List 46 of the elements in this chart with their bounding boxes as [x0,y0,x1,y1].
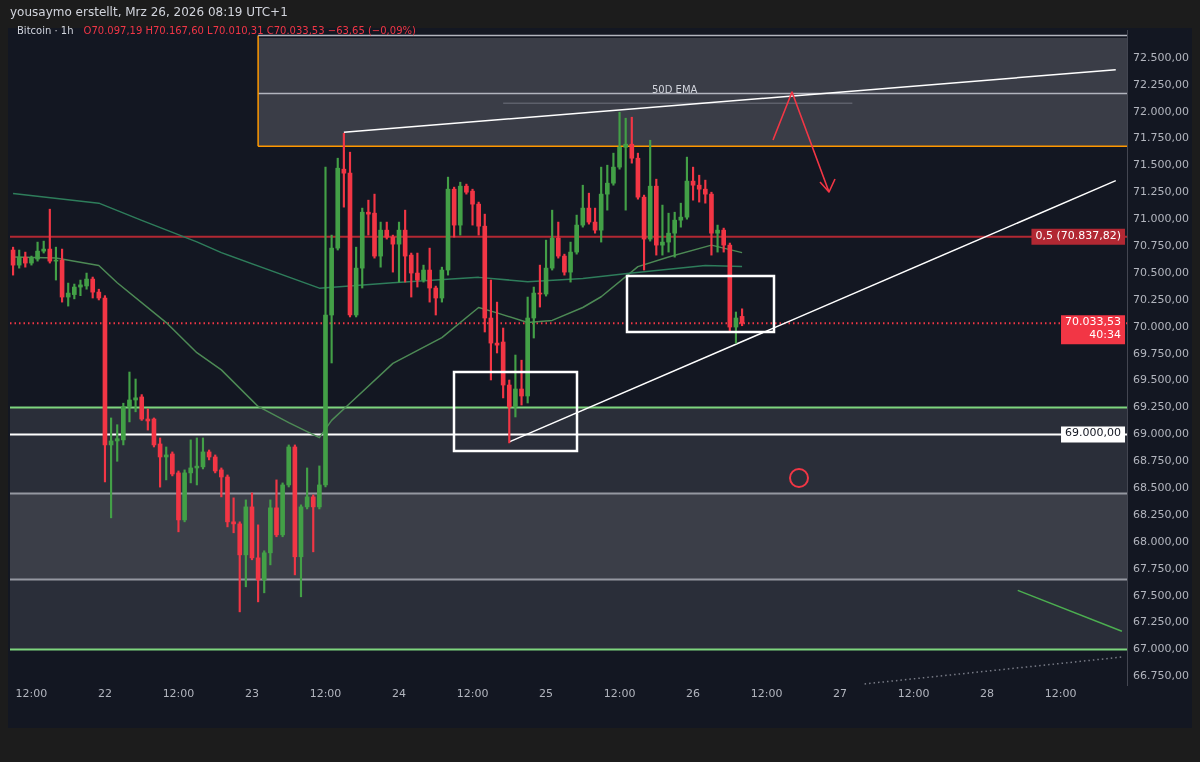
y-tick-label: 69.250,00 [1133,400,1189,414]
x-tick-label: 23 [244,687,259,701]
y-tick-label: 67.000,00 [1133,642,1189,656]
y-tick-label: 69.500,00 [1133,373,1189,387]
chart-subtitle: Bitcoin · 1h [16,25,75,36]
y-tick-label: 70.750,00 [1133,239,1189,253]
annotation: O70.097,19 H70.167,60 L70.010,31 C70.033,53 −63,65 (−0,09%) [82,25,417,36]
x-tick-label: 22 [97,687,112,701]
y-tick-label: 72.000,00 [1133,104,1189,118]
y-tick-label: 71.250,00 [1133,185,1189,199]
y-tick-label: 68.250,00 [1133,507,1189,521]
x-tick-label: 12:00 [897,687,930,701]
y-tick-label: 70.000,00 [1133,319,1189,333]
y-tick-label: 72.500,00 [1133,50,1189,64]
y-tick-label: 68.000,00 [1133,534,1189,548]
y-tick-label: 68.750,00 [1133,454,1189,468]
ref-line-label: 0,5 (70.837,82) [1035,228,1121,242]
x-tick-label: 12:00 [15,687,48,701]
ref-line-label: 69.000,00 [1065,426,1121,440]
x-tick-label: 27 [833,687,848,701]
y-tick-label: 70.500,00 [1133,265,1189,279]
y-tick-label: 71.000,00 [1133,212,1189,226]
y-tick-label: 67.250,00 [1133,615,1189,629]
annotation: 50D EMA [651,83,698,95]
ref-line-label: 70.033,53 40:34 [1065,315,1121,342]
x-tick-label: 12:00 [603,687,636,701]
y-tick-label: 69.750,00 [1133,346,1189,360]
x-tick-label: 12:00 [162,687,195,701]
x-tick-label: 26 [686,687,701,701]
x-tick-label: 25 [539,687,554,701]
y-tick-label: 67.500,00 [1133,588,1189,602]
y-tick-label: 71.750,00 [1133,131,1189,145]
x-tick-label: 24 [392,687,407,701]
chart-title: yousaymo erstellt, Mrz 26, 2026 08:19 UTC+1 [10,5,288,19]
y-tick-label: 68.500,00 [1133,481,1189,495]
y-tick-label: 71.500,00 [1133,158,1189,172]
y-tick-label: 72.250,00 [1133,77,1189,91]
y-tick-label: 66.750,00 [1133,669,1189,683]
y-tick-label: 69.000,00 [1133,427,1189,441]
x-tick-label: 12:00 [456,687,489,701]
x-tick-label: 28 [980,687,995,701]
x-tick-label: 12:00 [309,687,342,701]
y-tick-label: 67.750,00 [1133,561,1189,575]
x-tick-label: 12:00 [1044,687,1077,701]
x-tick-label: 12:00 [750,687,783,701]
y-tick-label: 70.250,00 [1133,292,1189,306]
